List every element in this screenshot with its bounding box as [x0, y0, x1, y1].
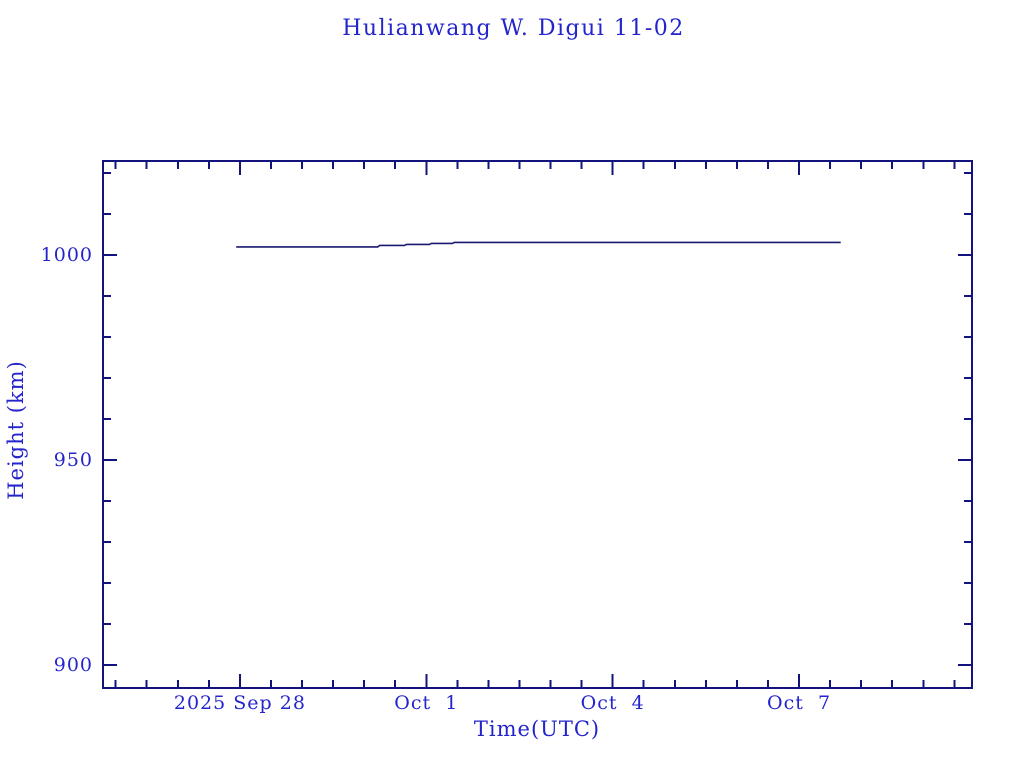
x-tick-label-oct4: Oct 4 — [580, 692, 645, 714]
x-axis-title: Time(UTC) — [473, 717, 601, 741]
x-tick-label-sep28: 2025 Sep 28 — [173, 692, 306, 714]
chart-title: Hulianwang W. Digui 11-02 — [342, 16, 685, 41]
y-tick-label-950: 950 — [53, 448, 93, 471]
plot-area — [102, 160, 973, 689]
y-axis-title: Height (km) — [4, 360, 28, 500]
plot-canvas — [102, 160, 973, 689]
y-tick-label-1000: 1000 — [40, 244, 93, 267]
x-tick-label-oct7: Oct 7 — [767, 692, 832, 714]
y-tick-label-900: 900 — [53, 653, 93, 676]
x-tick-label-oct1: Oct 1 — [394, 692, 459, 714]
